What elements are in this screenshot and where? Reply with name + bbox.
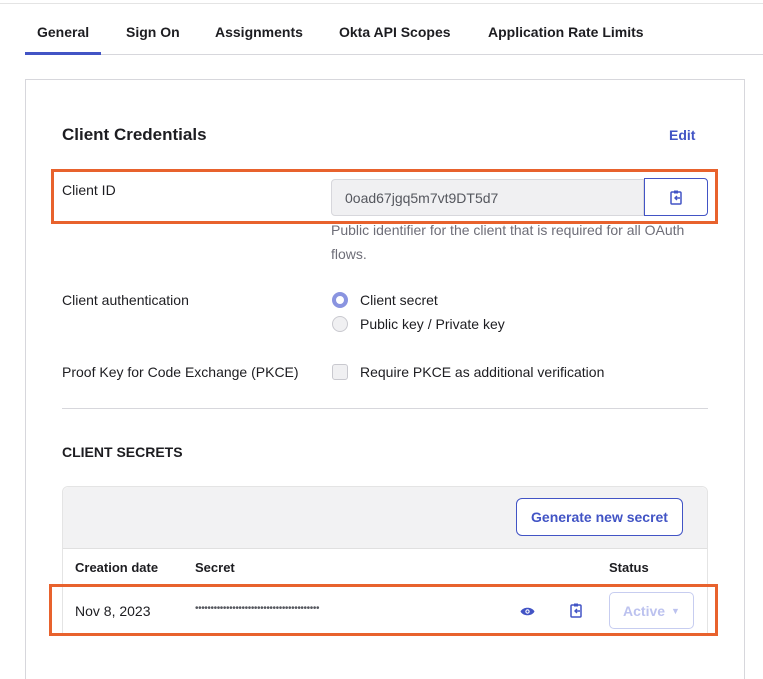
- col-secret: Secret: [195, 560, 235, 575]
- tab-application-rate-limits[interactable]: Application Rate Limits: [488, 24, 644, 40]
- pkce-label: Proof Key for Code Exchange (PKCE): [62, 364, 299, 380]
- client-id-highlight: [51, 169, 718, 224]
- tab-general[interactable]: General: [24, 24, 102, 55]
- clipboard-icon: [570, 603, 582, 618]
- chevron-down-icon: ▼: [671, 605, 680, 616]
- tab-bar: General Sign On Assignments Okta API Sco…: [24, 0, 763, 55]
- pkce-option-label: Require PKCE as additional verification: [360, 364, 605, 380]
- copy-secret-button[interactable]: [570, 603, 582, 621]
- secret-row-highlight: [49, 584, 718, 636]
- edit-link[interactable]: Edit: [669, 127, 696, 143]
- secret-value: ••••••••••••••••••••••••••••••••••••••••: [195, 603, 320, 614]
- tab-assignments[interactable]: Assignments: [215, 24, 303, 40]
- generate-new-secret-button[interactable]: Generate new secret: [516, 498, 683, 536]
- section-title: Client Credentials: [62, 125, 207, 144]
- tab-sign-on[interactable]: Sign On: [126, 24, 180, 40]
- secret-date: Nov 8, 2023: [75, 603, 151, 619]
- copy-client-id-button[interactable]: [644, 178, 708, 216]
- tab-okta-api-scopes[interactable]: Okta API Scopes: [339, 24, 451, 40]
- col-creation-date: Creation date: [75, 560, 159, 575]
- clipboard-icon: [670, 190, 682, 205]
- public-key-label: Public key / Private key: [360, 316, 505, 332]
- credentials-panel: [25, 79, 745, 679]
- top-divider: [0, 3, 763, 4]
- pkce-checkbox[interactable]: [332, 364, 348, 380]
- client-auth-label: Client authentication: [62, 292, 189, 308]
- status-dropdown[interactable]: Active ▼: [609, 592, 694, 629]
- client-id-field[interactable]: 0oad67jgq5m7vt9DT5d7: [331, 179, 644, 216]
- client-secret-radio[interactable]: [332, 292, 348, 308]
- col-status: Status: [609, 560, 649, 575]
- client-id-help: Public identifier for the client that is…: [331, 222, 685, 262]
- client-secrets-title: CLIENT SECRETS: [62, 444, 183, 460]
- divider: [62, 408, 708, 409]
- reveal-secret-button[interactable]: [520, 604, 535, 620]
- client-id-label: Client ID: [62, 182, 116, 198]
- eye-icon: [520, 607, 535, 616]
- status-value: Active: [623, 602, 666, 619]
- public-key-radio[interactable]: [332, 316, 348, 332]
- client-secret-label: Client secret: [360, 292, 438, 308]
